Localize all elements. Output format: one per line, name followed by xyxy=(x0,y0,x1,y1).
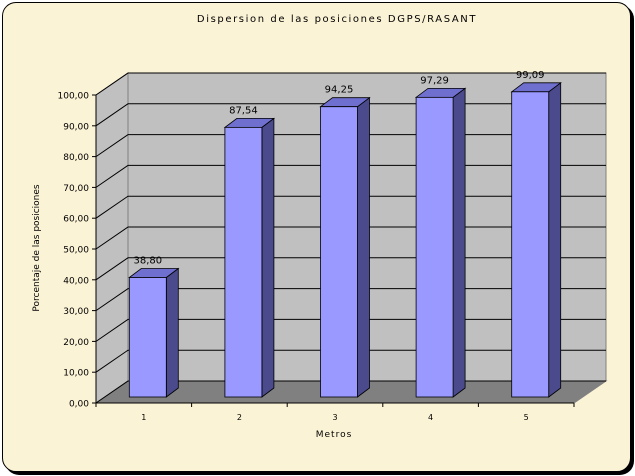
bar-side xyxy=(261,117,275,398)
y-axis-label: Porcentaje de las posiciones xyxy=(32,184,42,312)
y-tick-label: 100,00 xyxy=(58,92,90,102)
x-tick-label: 5 xyxy=(524,413,529,422)
bar-side xyxy=(165,267,179,398)
y-tick-label: 20,00 xyxy=(63,338,89,348)
y-tick-label: 40,00 xyxy=(63,276,89,286)
y-tick-label: 10,00 xyxy=(63,369,89,379)
plot-area: 0,00 10,00 20,00 30,00 40,00 50,00 60,00 70,00 8… xyxy=(58,70,608,422)
y-tick-label: 0,00 xyxy=(69,400,89,410)
data-label: 38,80 xyxy=(133,255,162,266)
bar-side xyxy=(452,87,466,398)
data-label: 97,29 xyxy=(420,75,449,86)
y-tick-label: 80,00 xyxy=(63,153,89,163)
bar-side xyxy=(357,96,370,398)
gridline xyxy=(95,72,606,96)
data-label: 87,54 xyxy=(229,105,258,116)
x-tick-label: 1 xyxy=(141,413,146,422)
y-tick-label: 30,00 xyxy=(63,307,89,317)
bar-side xyxy=(548,82,562,398)
x-tick-label: 4 xyxy=(428,413,433,422)
chart-title: Dispersion de las posiciones DGPS/RASANT xyxy=(197,14,477,25)
bar xyxy=(511,91,550,398)
x-tick-label: 2 xyxy=(237,413,242,422)
bar xyxy=(224,126,263,398)
y-tick-label: 50,00 xyxy=(63,246,89,256)
data-label: 99,09 xyxy=(516,70,545,81)
data-label: 94,25 xyxy=(325,85,354,96)
bar xyxy=(128,277,167,398)
bar xyxy=(320,106,358,398)
y-tick-label: 70,00 xyxy=(63,184,89,194)
x-tick-label: 3 xyxy=(332,413,337,422)
y-tick-label: 90,00 xyxy=(63,122,89,132)
y-tick-label: 60,00 xyxy=(63,215,89,225)
x-axis-label: Metros xyxy=(316,430,353,440)
bar xyxy=(415,96,454,398)
